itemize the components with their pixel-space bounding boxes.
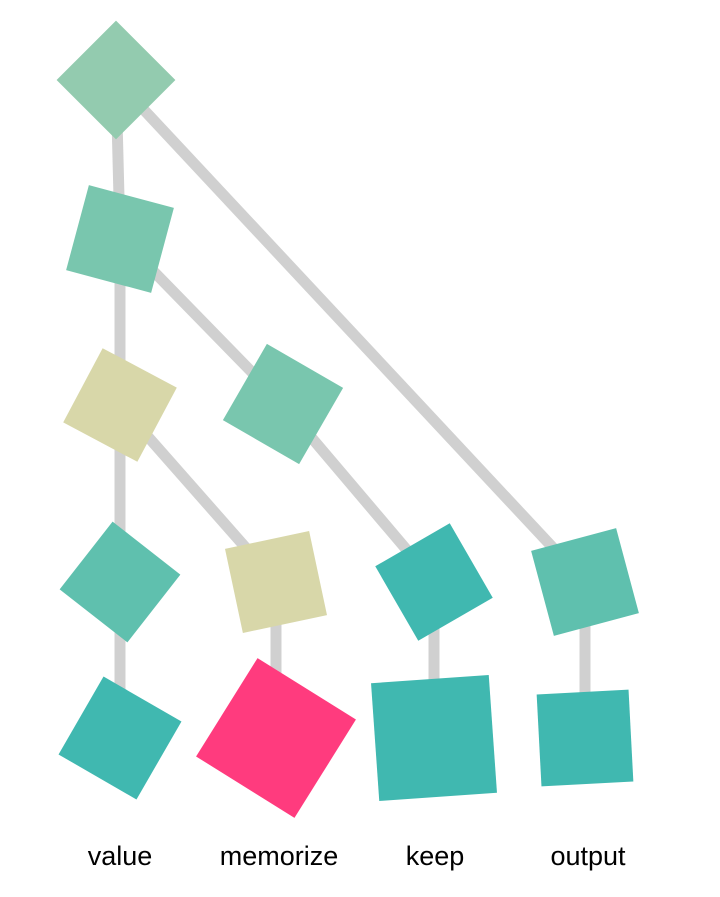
keep-leaf-node (371, 675, 497, 801)
leaf-label-keep: keep (406, 841, 465, 871)
keep-mid-node (222, 343, 344, 465)
value-branch-node (59, 521, 181, 643)
output-branch-node (531, 528, 639, 636)
leaf-label-memorize: memorize (220, 841, 339, 871)
edge-root-to-output-branch (111, 76, 590, 586)
tree-edges (110, 76, 591, 738)
memorize-leaf-node (196, 658, 356, 818)
memorize-branch-node (224, 530, 328, 634)
leaf-label-value: value (88, 841, 153, 871)
leaf-labels: value memorize keep output (88, 841, 626, 871)
leaf-label-output: output (550, 841, 626, 871)
level3-node (63, 348, 177, 462)
output-leaf-node (536, 689, 634, 787)
value-leaf-node (58, 676, 182, 800)
keep-branch-node (375, 523, 493, 641)
level2-node (66, 185, 174, 293)
tree-nodes (56, 20, 639, 818)
